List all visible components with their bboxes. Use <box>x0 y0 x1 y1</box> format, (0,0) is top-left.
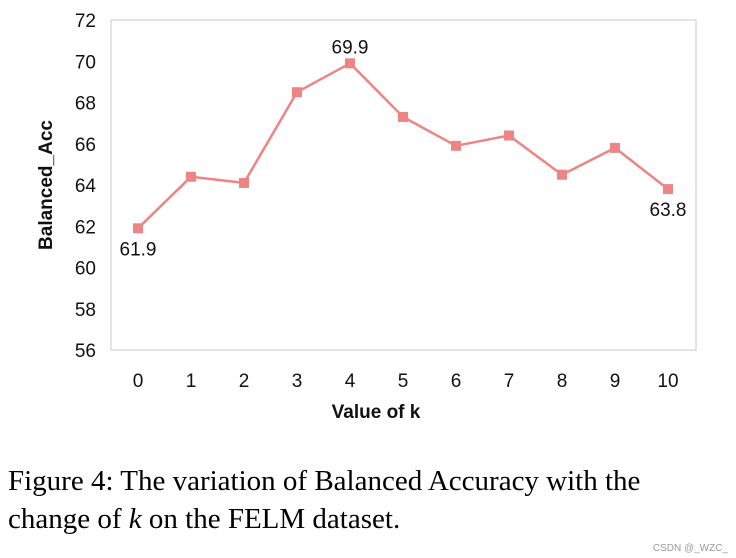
data-point-marker <box>133 223 143 234</box>
x-tick-label: 8 <box>557 371 568 392</box>
series-balanced-acc <box>133 58 673 234</box>
y-tick-label: 58 <box>75 300 96 321</box>
plot-area-frame <box>110 19 697 351</box>
y-tick-label: 56 <box>75 341 96 362</box>
data-point-marker <box>557 169 567 180</box>
x-tick-label: 1 <box>186 371 197 392</box>
x-tick-label: 7 <box>504 371 515 392</box>
x-tick-label: 9 <box>610 371 621 392</box>
y-tick-label: 64 <box>75 176 97 197</box>
data-point-marker <box>292 87 302 98</box>
x-tick-label: 6 <box>451 371 462 392</box>
y-tick-label: 68 <box>75 94 96 115</box>
data-point-marker <box>239 177 249 188</box>
data-label: 63.8 <box>650 200 687 221</box>
series-line <box>137 62 669 230</box>
x-tick-label: 5 <box>398 371 409 392</box>
y-tick-label: 60 <box>75 259 96 280</box>
figure-caption: Figure 4: The variation of Balanced Accu… <box>8 462 728 538</box>
data-point-marker <box>186 171 196 182</box>
caption-line-2: change of k on the FELM dataset. <box>8 500 728 538</box>
caption-line-1: Figure 4: The variation of Balanced Accu… <box>8 465 641 497</box>
data-labels: 61.9 69.9 63.8 <box>120 37 687 260</box>
y-tick-label: 70 <box>75 52 96 73</box>
caption-line-2-end: on the FELM dataset. <box>141 503 401 535</box>
caption-variable-k: k <box>128 503 142 535</box>
x-axis-title: Value of k <box>332 402 421 423</box>
y-axis-title: Balanced_Acc <box>36 120 57 250</box>
x-tick-label: 3 <box>292 371 303 392</box>
data-point-marker <box>504 130 514 141</box>
data-label: 61.9 <box>120 239 157 260</box>
x-tick-label: 0 <box>133 371 144 392</box>
watermark: CSDN @_WZC_ <box>652 543 728 554</box>
data-point-marker <box>663 184 673 195</box>
x-tick-label: 2 <box>239 371 250 392</box>
data-point-marker <box>398 111 408 122</box>
data-point-marker <box>610 142 620 153</box>
y-tick-label: 62 <box>75 217 96 238</box>
y-tick-label: 72 <box>75 11 96 32</box>
data-point-marker <box>451 140 461 151</box>
y-axis-ticks: 56 58 60 62 64 66 68 70 72 <box>75 11 97 362</box>
y-tick-label: 66 <box>75 135 96 156</box>
data-point-marker <box>345 58 355 69</box>
x-axis-ticks: 0 1 2 3 4 5 6 7 8 9 10 <box>133 371 679 392</box>
x-tick-label: 10 <box>657 371 678 392</box>
caption-line-2-start: change of <box>8 503 129 535</box>
x-tick-label: 4 <box>345 371 356 392</box>
data-label: 69.9 <box>332 37 369 58</box>
